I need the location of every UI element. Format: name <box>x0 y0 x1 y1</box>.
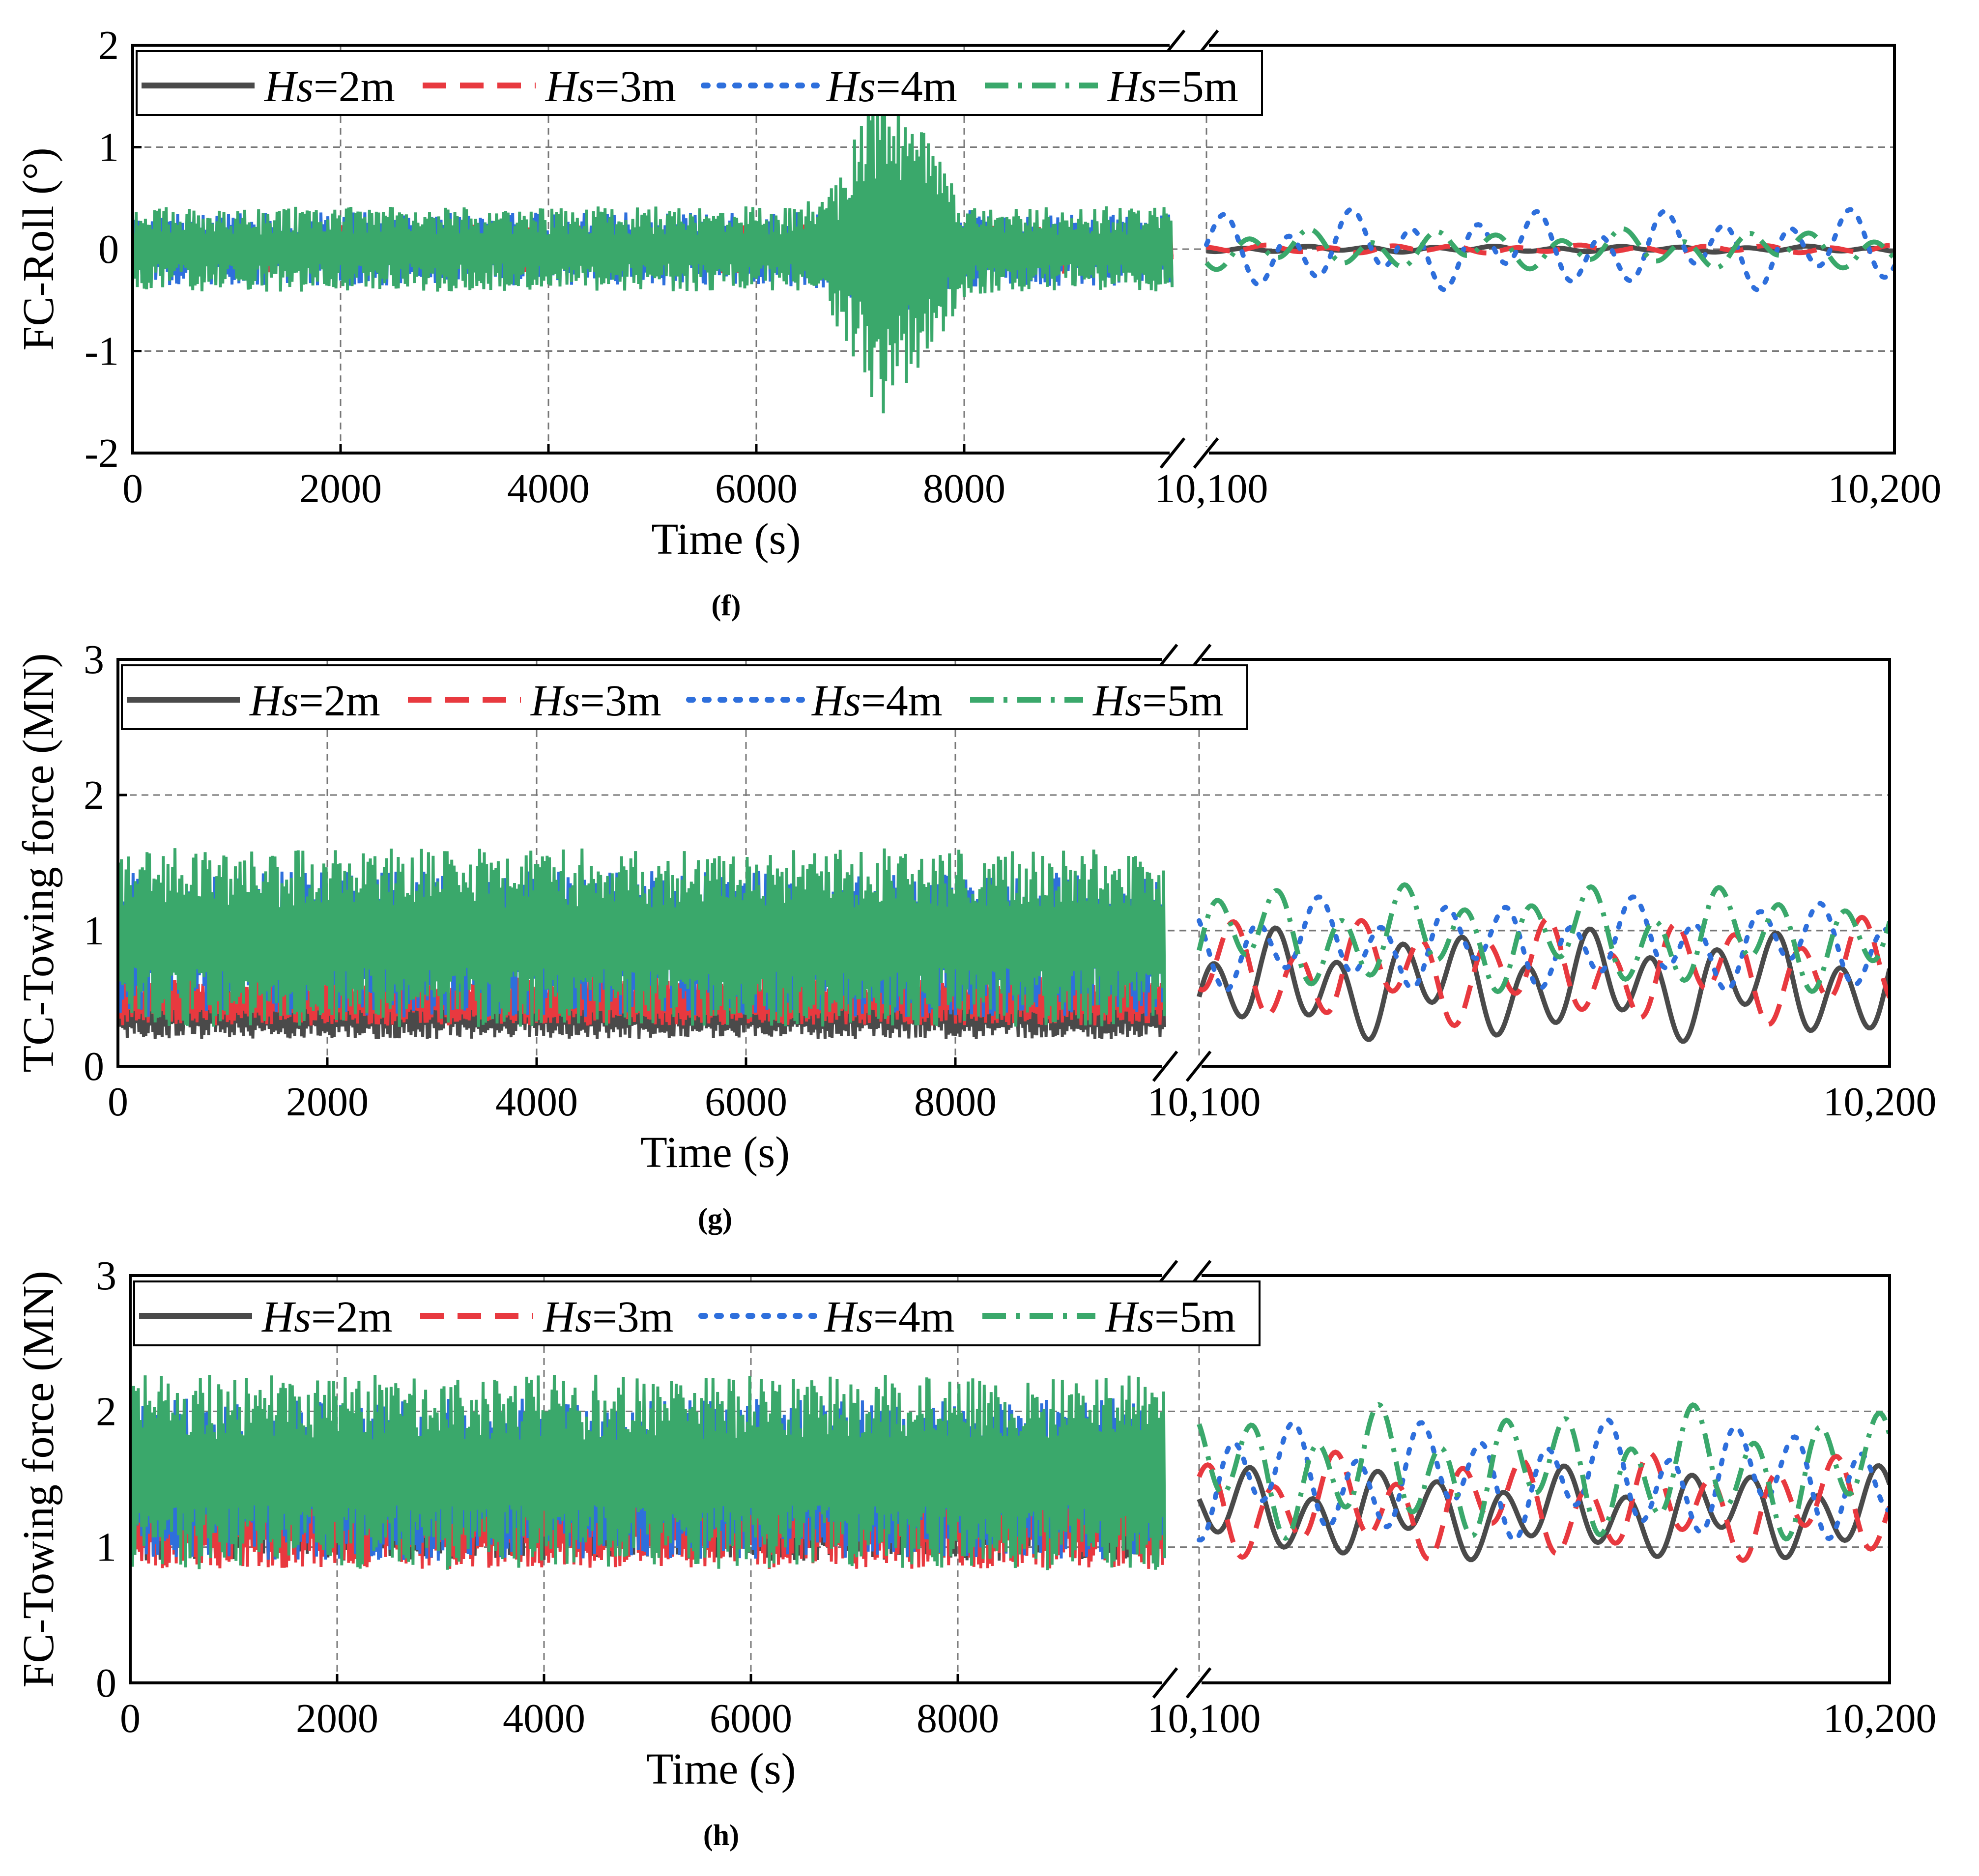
legend-label: Hs=5m <box>1092 677 1224 725</box>
y-tick-label: 1 <box>84 908 104 954</box>
series-left-hs5 <box>130 1374 1166 1570</box>
x-tick-label: 10,200 <box>1828 466 1942 512</box>
series-right-hs3 <box>1206 242 1894 256</box>
plot-frame <box>116 658 1891 1068</box>
legend: Hs=2m Hs=3m Hs=4m Hs=5m <box>133 1280 1261 1346</box>
x-tick-label: 8000 <box>914 1079 997 1125</box>
series-right-hs5 <box>1197 1402 1890 1542</box>
y-tick-label: 2 <box>96 1389 116 1434</box>
legend-label: Hs=3m <box>530 677 661 725</box>
x-tick-label: 6000 <box>715 466 798 512</box>
series-left-hs5 <box>118 848 1166 1027</box>
series-right-hs4 <box>1197 894 1890 993</box>
legend-label: Hs=2m <box>249 677 380 725</box>
x-tick-label: 10,100 <box>1147 1696 1261 1741</box>
x-axis-label: Time (s) <box>640 1128 790 1177</box>
series-right-hs5 <box>1205 226 1894 272</box>
y-tick-label: 0 <box>84 1044 104 1089</box>
plot-frame <box>131 44 1896 455</box>
x-tick-label: 10,100 <box>1147 1079 1261 1125</box>
series-left-hs2 <box>118 990 1166 1039</box>
series-right-hs4 <box>1197 1417 1890 1543</box>
y-tick-label: 0 <box>98 227 119 272</box>
x-tick-label: 10,100 <box>1155 466 1268 512</box>
x-tick-label: 2000 <box>296 1696 378 1741</box>
legend: Hs=2m Hs=3m Hs=4m Hs=5m <box>136 50 1263 116</box>
y-tick-label: 1 <box>98 125 119 171</box>
x-tick-label: 2000 <box>286 1079 369 1125</box>
y-tick-label: -1 <box>85 329 119 374</box>
legend-label: Hs=4m <box>824 1293 955 1341</box>
chart-panel-1: -2 -1 0 1 2 0 2000 4000 6000 8000 10,100 10,200 Hs=2… <box>14 23 1942 622</box>
legend-box <box>136 50 1263 116</box>
legend-label: Hs=2m <box>261 1293 393 1341</box>
axis-break-mark <box>1159 437 1186 469</box>
y-tick-label: -2 <box>85 430 119 476</box>
x-tick-label: 0 <box>122 466 143 512</box>
series-right-hs3 <box>1198 914 1890 1028</box>
legend-label: Hs=3m <box>543 1293 674 1341</box>
panel-caption: (f) <box>712 589 741 622</box>
legend-label: Hs=4m <box>811 677 943 725</box>
series-right-hs5 <box>1197 882 1890 995</box>
y-tick-label: 0 <box>96 1660 116 1706</box>
x-tick-label: 6000 <box>705 1079 787 1125</box>
y-tick-label: 1 <box>96 1525 116 1570</box>
legend-label: Hs=5m <box>1107 62 1238 111</box>
y-axis-label: FC-Roll (°) <box>14 147 63 351</box>
series-left-hs5 <box>133 87 1174 414</box>
x-axis-label: Time (s) <box>651 515 801 564</box>
y-tick-label: 2 <box>84 772 104 818</box>
x-tick-label: 10,200 <box>1823 1079 1937 1125</box>
x-tick-label: 8000 <box>923 466 1005 512</box>
axis-break-mark <box>1185 1667 1212 1699</box>
legend-box <box>121 664 1248 730</box>
x-tick-label: 8000 <box>917 1696 999 1741</box>
y-tick-label: 2 <box>98 23 119 68</box>
y-axis-label: FC-Towing force (MN) <box>14 1271 63 1688</box>
plot-frame <box>129 1274 1891 1684</box>
x-tick-label: 0 <box>120 1696 141 1741</box>
x-tick-label: 4000 <box>503 1696 585 1741</box>
axis-break-mark <box>1152 1667 1178 1699</box>
x-axis-label: Time (s) <box>646 1745 796 1793</box>
y-tick-label: 3 <box>96 1253 116 1299</box>
x-tick-label: 6000 <box>710 1696 792 1741</box>
x-tick-label: 4000 <box>495 1079 578 1125</box>
legend-label: Hs=3m <box>545 62 676 111</box>
legend-label: Hs=2m <box>264 62 395 111</box>
x-tick-label: 0 <box>108 1079 128 1125</box>
x-tick-label: 4000 <box>507 466 590 512</box>
axis-break-mark <box>1185 1051 1212 1082</box>
y-tick-label: 3 <box>84 637 104 682</box>
axis-break-mark <box>1193 437 1219 469</box>
series-left-hs4 <box>130 1397 1166 1561</box>
legend-label: Hs=4m <box>826 62 957 111</box>
legend-label: Hs=5m <box>1105 1293 1236 1341</box>
x-tick-label: 2000 <box>299 466 382 512</box>
x-tick-label: 10,200 <box>1823 1696 1937 1741</box>
series-right-hs2 <box>1197 1463 1890 1563</box>
panel-caption: (h) <box>703 1819 739 1851</box>
y-axis-label: TC-Towing force (MN) <box>14 653 63 1072</box>
legend-box <box>133 1280 1261 1346</box>
legend: Hs=2m Hs=3m Hs=4m Hs=5m <box>121 664 1248 730</box>
series-right-hs4 <box>1204 206 1894 292</box>
series-right-hs3 <box>1197 1450 1890 1563</box>
panel-caption: (g) <box>698 1202 732 1235</box>
axis-break-mark <box>1152 1051 1178 1082</box>
